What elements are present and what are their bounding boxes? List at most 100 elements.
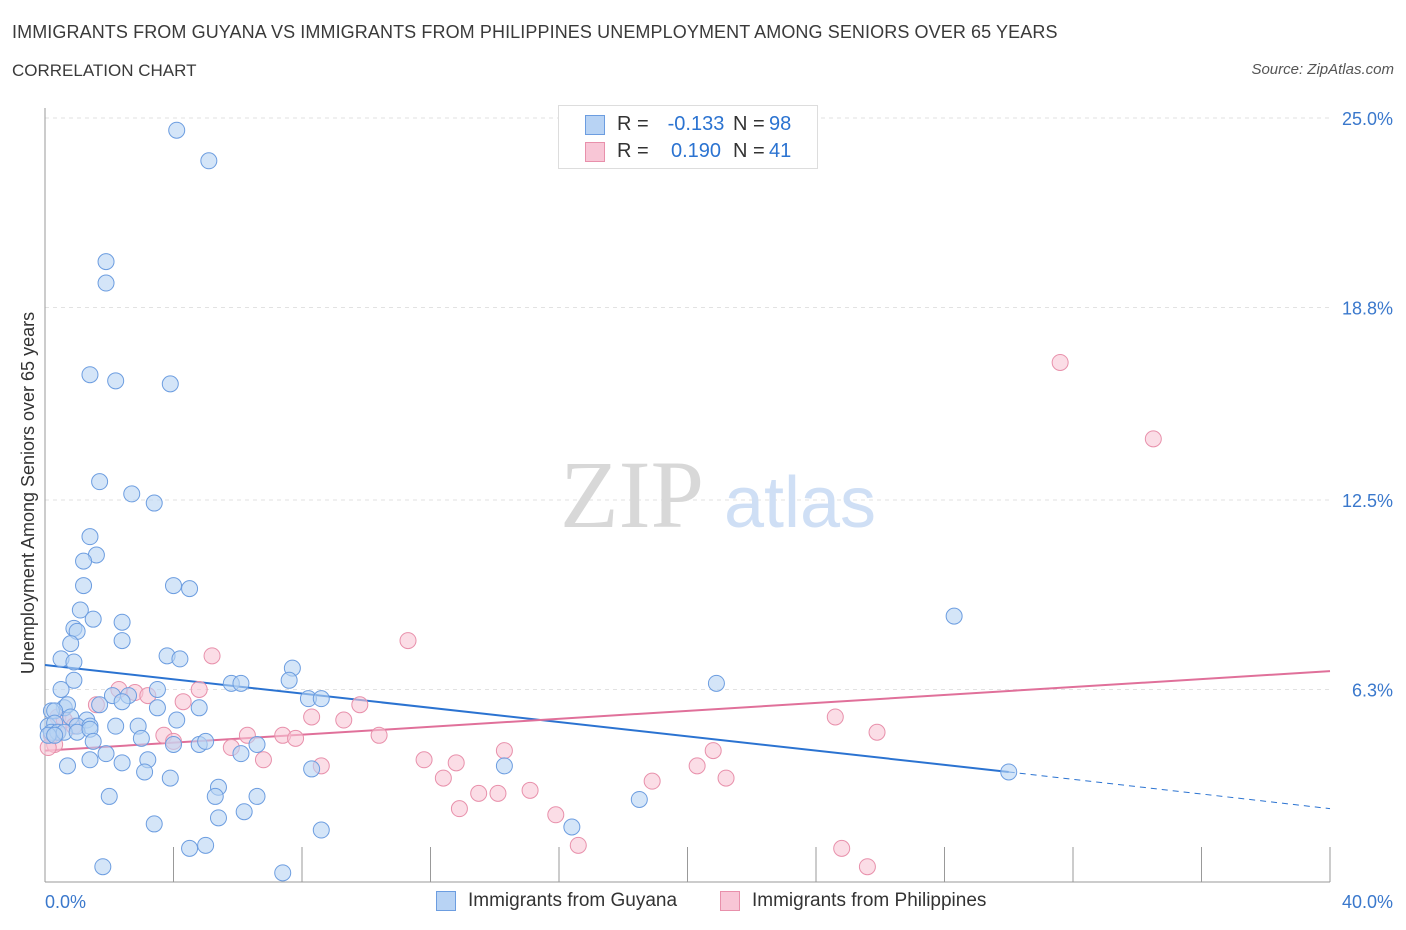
y-tick-label: 6.3% (1352, 680, 1393, 700)
r-value-guyana: -0.133 (667, 113, 725, 135)
guyana-point (100, 787, 118, 805)
chart-subtitle: CORRELATION CHART (12, 61, 197, 80)
philippines-point (704, 742, 722, 760)
guyana-point (91, 696, 109, 714)
philippines-legend-swatch (720, 891, 740, 911)
philippines-point (287, 729, 305, 747)
philippines-point (1144, 430, 1162, 448)
guyana-point (97, 253, 115, 271)
axes (44, 108, 1331, 883)
guyana-point (148, 680, 166, 698)
philippines-point (254, 751, 272, 769)
grid-lines (45, 117, 1330, 690)
guyana-swatch (585, 115, 605, 135)
philippines-swatch (585, 142, 605, 162)
guyana-point (312, 821, 330, 839)
guyana-point (81, 528, 99, 546)
tick-labels: 6.3% 12.5% 18.8% 25.0% 0.0% 40.0% (45, 109, 1393, 912)
n-label: N = (733, 113, 765, 135)
y-tick-label: 25.0% (1342, 109, 1393, 129)
philippines-point (868, 723, 886, 741)
philippines-point (547, 806, 565, 824)
x-tick-label: 0.0% (45, 892, 86, 912)
guyana-point (113, 632, 131, 650)
guyana-point (145, 494, 163, 512)
y-axis-label: Unemployment Among Seniors over 65 years (18, 312, 38, 674)
guyana-point (303, 760, 321, 778)
guyana-point (46, 726, 64, 744)
philippines-point (399, 632, 417, 650)
guyana-point (75, 577, 93, 595)
guyana-point (91, 473, 109, 491)
r-label: R = (617, 113, 649, 135)
guyana-point (81, 751, 99, 769)
guyana-point (97, 274, 115, 292)
guyana-point (97, 745, 115, 763)
guyana-point (81, 366, 99, 384)
guyana-point (232, 674, 250, 692)
guyana-point (495, 757, 513, 775)
source-credit: Source: ZipAtlas.com (1251, 61, 1394, 78)
guyana-point (312, 690, 330, 708)
philippines-point (826, 708, 844, 726)
guyana-point (945, 607, 963, 625)
philippines-point (470, 784, 488, 802)
guyana-legend-swatch (436, 891, 456, 911)
watermark-atlas: atlas (724, 463, 876, 543)
philippines-point (717, 769, 735, 787)
guyana-point (707, 674, 725, 692)
guyana-point (113, 693, 131, 711)
philippines-point (335, 711, 353, 729)
guyana-point (181, 839, 199, 857)
philippines-point (447, 754, 465, 772)
guyana-point (248, 735, 266, 753)
guyana-point (630, 790, 648, 808)
guyana-point (274, 864, 292, 882)
n-label: N = (733, 140, 765, 162)
guyana-point (75, 552, 93, 570)
philippines-point (643, 772, 661, 790)
guyana-legend-label: Immigrants from Guyana (468, 890, 678, 911)
guyana-point (71, 601, 89, 619)
philippines-point (203, 647, 221, 665)
philippines-point (370, 726, 388, 744)
guyana-point (209, 809, 227, 827)
guyana-point (94, 858, 112, 876)
guyana-point (232, 745, 250, 763)
philippines-point (415, 751, 433, 769)
philippines-point (858, 858, 876, 876)
philippines-point (434, 769, 452, 787)
guyana-point (58, 757, 76, 775)
guyana-point (200, 152, 218, 170)
guyana-point (248, 787, 266, 805)
guyana-point (113, 613, 131, 631)
guyana-point (235, 803, 253, 821)
guyana-point (113, 754, 131, 772)
guyana-point (52, 680, 70, 698)
guyana-trend-line (44, 664, 1009, 773)
n-value-guyana: 98 (769, 113, 792, 135)
guyana-point (65, 653, 83, 671)
guyana-point (136, 763, 154, 781)
guyana-point (123, 485, 141, 503)
philippines-point (174, 693, 192, 711)
philippines-legend-label: Immigrants from Philippines (752, 890, 987, 911)
n-value-philippines: 41 (769, 140, 792, 162)
guyana-point (84, 732, 102, 750)
philippines-point (521, 781, 539, 799)
guyana-point (197, 836, 215, 854)
philippines-point (1051, 353, 1069, 371)
guyana-point (165, 735, 182, 753)
guyana-point (563, 818, 581, 836)
philippines-point (351, 696, 369, 714)
guyana-point (132, 729, 150, 747)
guyana-trend-extension (1008, 771, 1331, 810)
guyana-point (1000, 763, 1018, 781)
y-tick-label: 18.8% (1342, 298, 1393, 318)
guyana-point (161, 375, 179, 393)
guyana-point (197, 732, 215, 750)
philippines-point (190, 680, 208, 698)
x-tick-label: 40.0% (1342, 892, 1393, 912)
guyana-point (165, 577, 182, 595)
